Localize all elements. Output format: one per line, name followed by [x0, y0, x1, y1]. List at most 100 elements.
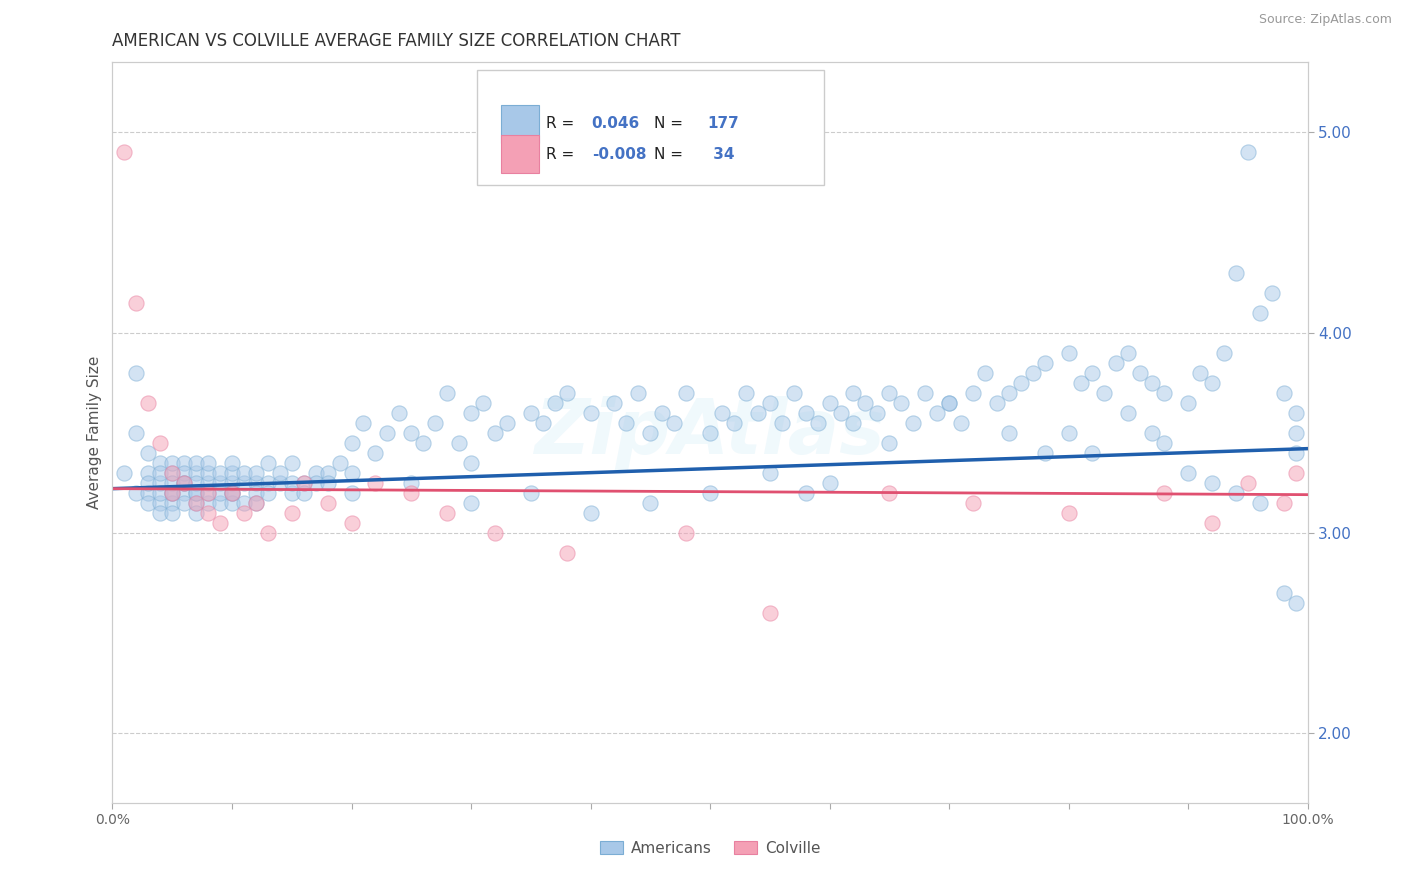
Point	[1272, 585, 1295, 599]
Point	[962, 385, 984, 400]
Point	[664, 416, 686, 430]
Point	[914, 385, 936, 400]
Point	[460, 456, 482, 470]
Point	[831, 406, 853, 420]
Text: N =: N =	[654, 116, 683, 131]
Point	[149, 485, 172, 500]
Point	[245, 496, 267, 510]
Point	[1201, 475, 1223, 490]
Point	[162, 485, 183, 500]
Point	[1142, 425, 1164, 440]
Point	[818, 395, 841, 409]
Point	[257, 456, 280, 470]
Point	[162, 485, 183, 500]
Point	[377, 425, 399, 440]
Point	[257, 485, 280, 500]
Point	[723, 416, 745, 430]
Text: 0.046: 0.046	[592, 116, 640, 131]
Point	[1118, 345, 1140, 359]
Point	[162, 456, 183, 470]
Point	[173, 475, 195, 490]
Point	[603, 395, 626, 409]
Text: -0.008: -0.008	[592, 147, 647, 161]
Point	[162, 496, 183, 510]
Point	[1285, 466, 1308, 480]
Point	[162, 466, 183, 480]
Point	[974, 366, 997, 380]
Point	[447, 435, 470, 450]
Point	[114, 145, 135, 160]
Point	[1057, 345, 1080, 359]
Point	[1285, 406, 1308, 420]
Point	[890, 395, 912, 409]
Point	[173, 466, 195, 480]
Point	[927, 406, 949, 420]
Point	[149, 456, 172, 470]
Point	[998, 385, 1021, 400]
Point	[866, 406, 889, 420]
Point	[1272, 385, 1295, 400]
Point	[484, 425, 506, 440]
Point	[1129, 366, 1152, 380]
Point	[520, 485, 543, 500]
Point	[879, 385, 901, 400]
Point	[125, 366, 148, 380]
Point	[173, 496, 195, 510]
Point	[496, 416, 519, 430]
Point	[245, 496, 267, 510]
Point	[173, 485, 195, 500]
Point	[186, 496, 208, 510]
Point	[1033, 445, 1056, 459]
Point	[173, 456, 195, 470]
Point	[245, 485, 267, 500]
Point	[986, 395, 1008, 409]
Point	[186, 456, 208, 470]
Legend: Americans, Colville: Americans, Colville	[593, 835, 827, 862]
Point	[149, 475, 172, 490]
Point	[675, 385, 697, 400]
Point	[186, 496, 208, 510]
Point	[1201, 516, 1223, 530]
Point	[245, 475, 267, 490]
Point	[759, 606, 782, 620]
Y-axis label: Average Family Size: Average Family Size	[87, 356, 103, 509]
Point	[1285, 445, 1308, 459]
Point	[173, 475, 195, 490]
Point	[962, 496, 984, 510]
Point	[998, 425, 1021, 440]
Point	[759, 395, 782, 409]
Point	[1094, 385, 1116, 400]
Point	[186, 506, 208, 520]
Point	[221, 466, 243, 480]
Point	[1010, 376, 1032, 390]
Point	[1118, 406, 1140, 420]
Point	[197, 485, 219, 500]
Point	[938, 395, 960, 409]
Point	[675, 525, 697, 540]
Text: 177: 177	[707, 116, 740, 131]
Point	[281, 506, 304, 520]
Point	[699, 425, 721, 440]
Point	[162, 485, 183, 500]
Point	[197, 466, 219, 480]
Point	[1057, 425, 1080, 440]
Text: 34: 34	[707, 147, 734, 161]
Point	[221, 485, 243, 500]
Point	[401, 485, 423, 500]
Point	[281, 485, 304, 500]
Point	[149, 466, 172, 480]
Point	[1070, 376, 1092, 390]
Point	[281, 456, 304, 470]
Point	[149, 506, 172, 520]
Point	[138, 485, 160, 500]
Point	[531, 416, 554, 430]
Point	[209, 466, 232, 480]
Point	[149, 496, 172, 510]
Point	[316, 466, 339, 480]
Point	[149, 435, 172, 450]
Point	[735, 385, 758, 400]
Text: R =: R =	[547, 116, 579, 131]
Point	[1272, 496, 1295, 510]
Point	[209, 516, 232, 530]
Point	[1153, 385, 1175, 400]
